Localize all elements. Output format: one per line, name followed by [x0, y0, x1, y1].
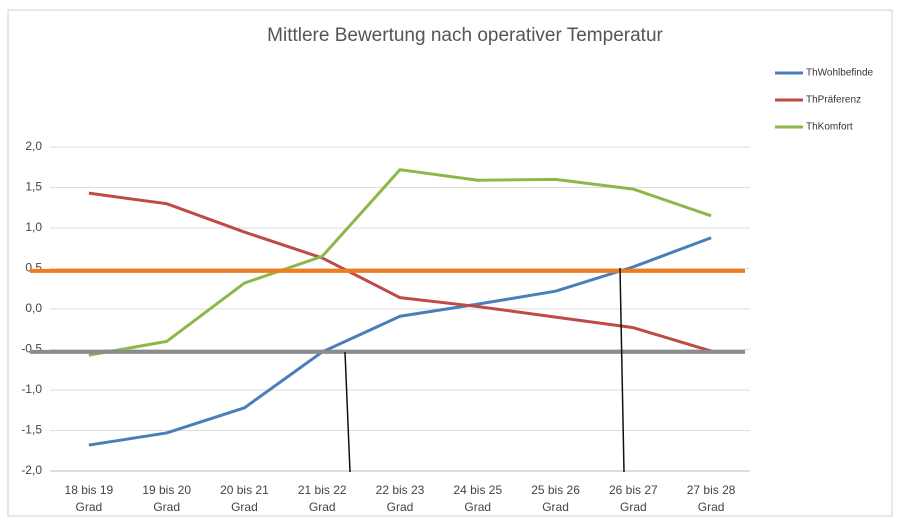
x-tick-label: 22 bis 23	[376, 483, 425, 497]
chart-frame	[7, 9, 893, 517]
x-tick-label: 18 bis 19	[65, 483, 114, 497]
y-tick-label: -2,0	[21, 463, 42, 477]
legend-label: ThKomfort	[806, 122, 853, 133]
x-tick-label: 19 bis 20	[142, 483, 191, 497]
x-tick-label: 26 bis 27	[609, 483, 658, 497]
y-tick-label: -1,5	[21, 423, 42, 437]
y-tick-label: 0,0	[25, 301, 42, 315]
x-tick-label: Grad	[464, 500, 491, 514]
x-tick-label: 27 bis 28	[687, 483, 736, 497]
annotation-line	[619, 267, 625, 473]
x-tick-label: Grad	[231, 500, 258, 514]
y-tick-label: -1,0	[21, 382, 42, 396]
y-tick-label: 2,0	[25, 139, 42, 153]
annotation-line	[344, 351, 351, 473]
y-tick-label: 1,5	[25, 180, 42, 194]
x-tick-label: 21 bis 22	[298, 483, 347, 497]
x-tick-label: Grad	[387, 500, 414, 514]
legend-label: ThWohlbefinde	[806, 68, 874, 79]
series-line	[88, 168, 712, 357]
x-tick-label: Grad	[309, 500, 336, 514]
y-tick-label: 1,0	[25, 220, 42, 234]
series-line	[88, 191, 712, 353]
x-tick-label: Grad	[620, 500, 647, 514]
x-tick-label: 24 bis 25	[453, 483, 502, 497]
x-tick-label: Grad	[542, 500, 569, 514]
series-line	[88, 236, 712, 447]
legend-label: ThPräferenz	[806, 95, 861, 106]
x-tick-label: Grad	[76, 500, 103, 514]
x-tick-label: Grad	[153, 500, 180, 514]
chart-title: Mittlere Bewertung nach operativer Tempe…	[267, 25, 663, 46]
x-tick-label: Grad	[698, 500, 725, 514]
x-tick-label: 20 bis 21	[220, 483, 269, 497]
x-tick-label: 25 bis 26	[531, 483, 580, 497]
